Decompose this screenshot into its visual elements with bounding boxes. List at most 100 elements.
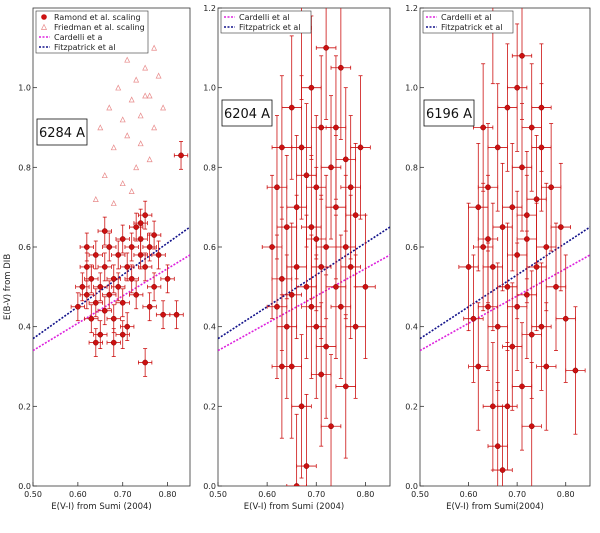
data-point	[151, 240, 166, 270]
legend-label: Friedman et al. scaling	[54, 23, 145, 32]
data-point	[340, 194, 361, 340]
data-marker	[151, 232, 157, 238]
data-marker	[548, 184, 554, 191]
data-point	[511, 322, 533, 451]
data-point	[487, 83, 508, 212]
data-point	[550, 162, 571, 292]
chart-panel-2: 0.50 0.60 0.70 0.80 0.0 0.2 0.4 0.6 0.8 1.0 1.2 E(V…	[203, 4, 391, 512]
x-tick-label: 0.70	[508, 490, 526, 499]
data-point	[88, 240, 103, 270]
data-point	[497, 43, 518, 172]
y-tick-label: 1.0	[18, 84, 31, 93]
panel-label-box	[221, 99, 273, 127]
data-point	[565, 306, 586, 435]
data-marker	[308, 224, 315, 230]
data-point	[97, 252, 112, 282]
y-tick-label: 0.8	[18, 163, 31, 172]
x-tick-label: 0.50	[209, 490, 227, 499]
data-point	[133, 76, 140, 83]
x-tick-label: 0.80	[557, 490, 575, 499]
data-marker	[318, 264, 325, 270]
data-marker	[333, 124, 339, 131]
data-marker	[533, 196, 540, 203]
panel-label: 6284 A	[39, 126, 85, 141]
data-point	[271, 294, 293, 439]
data-marker	[470, 315, 477, 322]
data-point	[124, 264, 139, 294]
data-point	[115, 84, 122, 91]
data-marker	[352, 323, 359, 330]
data-marker	[124, 323, 131, 330]
data-marker	[288, 104, 295, 111]
data-marker	[274, 184, 280, 191]
data-marker	[88, 276, 95, 282]
data-point	[79, 232, 94, 262]
y-tick-label: 0.0	[203, 482, 216, 491]
data-point	[137, 112, 144, 119]
chart-panel-3: 0.50 0.60 0.70 0.80 0.0 0.2 0.4 0.6 0.8 1.0 1.2 E(V…	[405, 4, 591, 512]
data-marker	[101, 307, 108, 314]
y-tick-label: 0.0	[18, 482, 31, 491]
data-point	[115, 320, 130, 349]
data-point	[93, 320, 108, 349]
data-marker	[283, 323, 290, 330]
data-point	[526, 135, 547, 264]
series-1	[261, 8, 376, 486]
data-marker	[88, 315, 95, 322]
y-tick-label: 0.6	[405, 243, 418, 252]
data-point	[531, 262, 552, 391]
data-point	[93, 272, 108, 302]
data-point	[138, 252, 153, 282]
data-marker	[83, 264, 90, 270]
data-marker	[115, 252, 122, 258]
reference-line-2	[33, 226, 190, 340]
data-point	[106, 264, 121, 294]
data-marker	[142, 359, 148, 366]
data-point	[75, 272, 90, 302]
data-marker	[298, 403, 305, 410]
legend-swatch	[41, 14, 47, 20]
data-point	[315, 8, 337, 120]
data-point	[146, 272, 162, 302]
x-axis-title: E(V-I) from Sumi (2004)	[51, 502, 151, 512]
data-marker	[128, 276, 135, 282]
data-marker	[313, 236, 320, 242]
data-point	[142, 292, 157, 322]
data-point	[110, 200, 117, 206]
data-marker	[142, 212, 148, 218]
data-marker	[504, 104, 511, 111]
data-point	[497, 342, 518, 471]
data-point	[138, 200, 153, 230]
data-point	[276, 154, 298, 300]
data-point	[84, 304, 99, 334]
series-1	[458, 8, 586, 486]
data-point	[315, 174, 337, 320]
data-point	[266, 115, 288, 260]
data-marker	[323, 244, 329, 250]
data-point	[502, 282, 523, 411]
data-marker	[293, 204, 300, 211]
y-tick-label: 1.2	[405, 4, 418, 13]
data-marker	[119, 236, 126, 242]
data-point	[487, 262, 508, 391]
data-point	[350, 75, 371, 220]
data-marker	[333, 204, 339, 211]
data-marker	[519, 52, 525, 59]
data-point	[88, 288, 103, 318]
y-tick-label: 0.2	[203, 402, 216, 411]
data-point	[306, 166, 327, 312]
data-point	[173, 141, 189, 170]
data-marker	[318, 124, 325, 131]
data-marker	[283, 224, 290, 230]
data-marker	[562, 315, 569, 322]
x-tick-label: 0.70	[114, 490, 132, 499]
x-tick-label: 0.80	[159, 490, 177, 499]
data-point	[133, 164, 140, 171]
data-marker	[293, 483, 300, 486]
data-marker	[146, 303, 153, 310]
data-point	[160, 264, 175, 294]
data-point	[286, 135, 307, 280]
y-tick-label: 0.4	[203, 323, 216, 332]
